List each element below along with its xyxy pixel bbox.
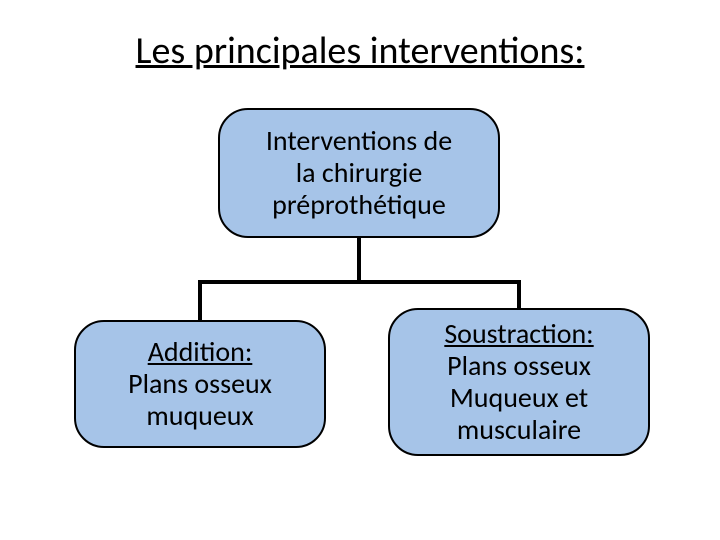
tree-node-line: Plans osseux	[447, 350, 591, 382]
connector-left	[198, 280, 202, 320]
connector-trunk	[357, 238, 361, 284]
slide-title: Les principales interventions:	[0, 28, 720, 74]
connector-hbar	[198, 280, 521, 284]
tree-node-line: Interventions de	[266, 125, 452, 157]
tree-node-line: Muqueux et	[450, 382, 588, 414]
tree-node-right: Soustraction:Plans osseuxMuqueux etmuscu…	[388, 308, 650, 456]
tree-node-root: Interventions dela chirurgiepréprothétiq…	[218, 108, 500, 238]
connector-right	[517, 280, 521, 308]
tree-node-left: Addition:Plans osseuxmuqueux	[74, 320, 326, 448]
tree-node-line: muqueux	[146, 400, 253, 432]
slide: Les principales interventions: Intervent…	[0, 0, 720, 540]
tree-node-line: Plans osseux	[128, 368, 272, 400]
tree-node-line: Addition:	[148, 336, 253, 368]
tree-node-line: préprothétique	[272, 189, 446, 221]
tree-node-line: la chirurgie	[296, 157, 423, 189]
tree-node-line: Soustraction:	[444, 318, 593, 350]
tree-node-line: musculaire	[457, 414, 581, 446]
